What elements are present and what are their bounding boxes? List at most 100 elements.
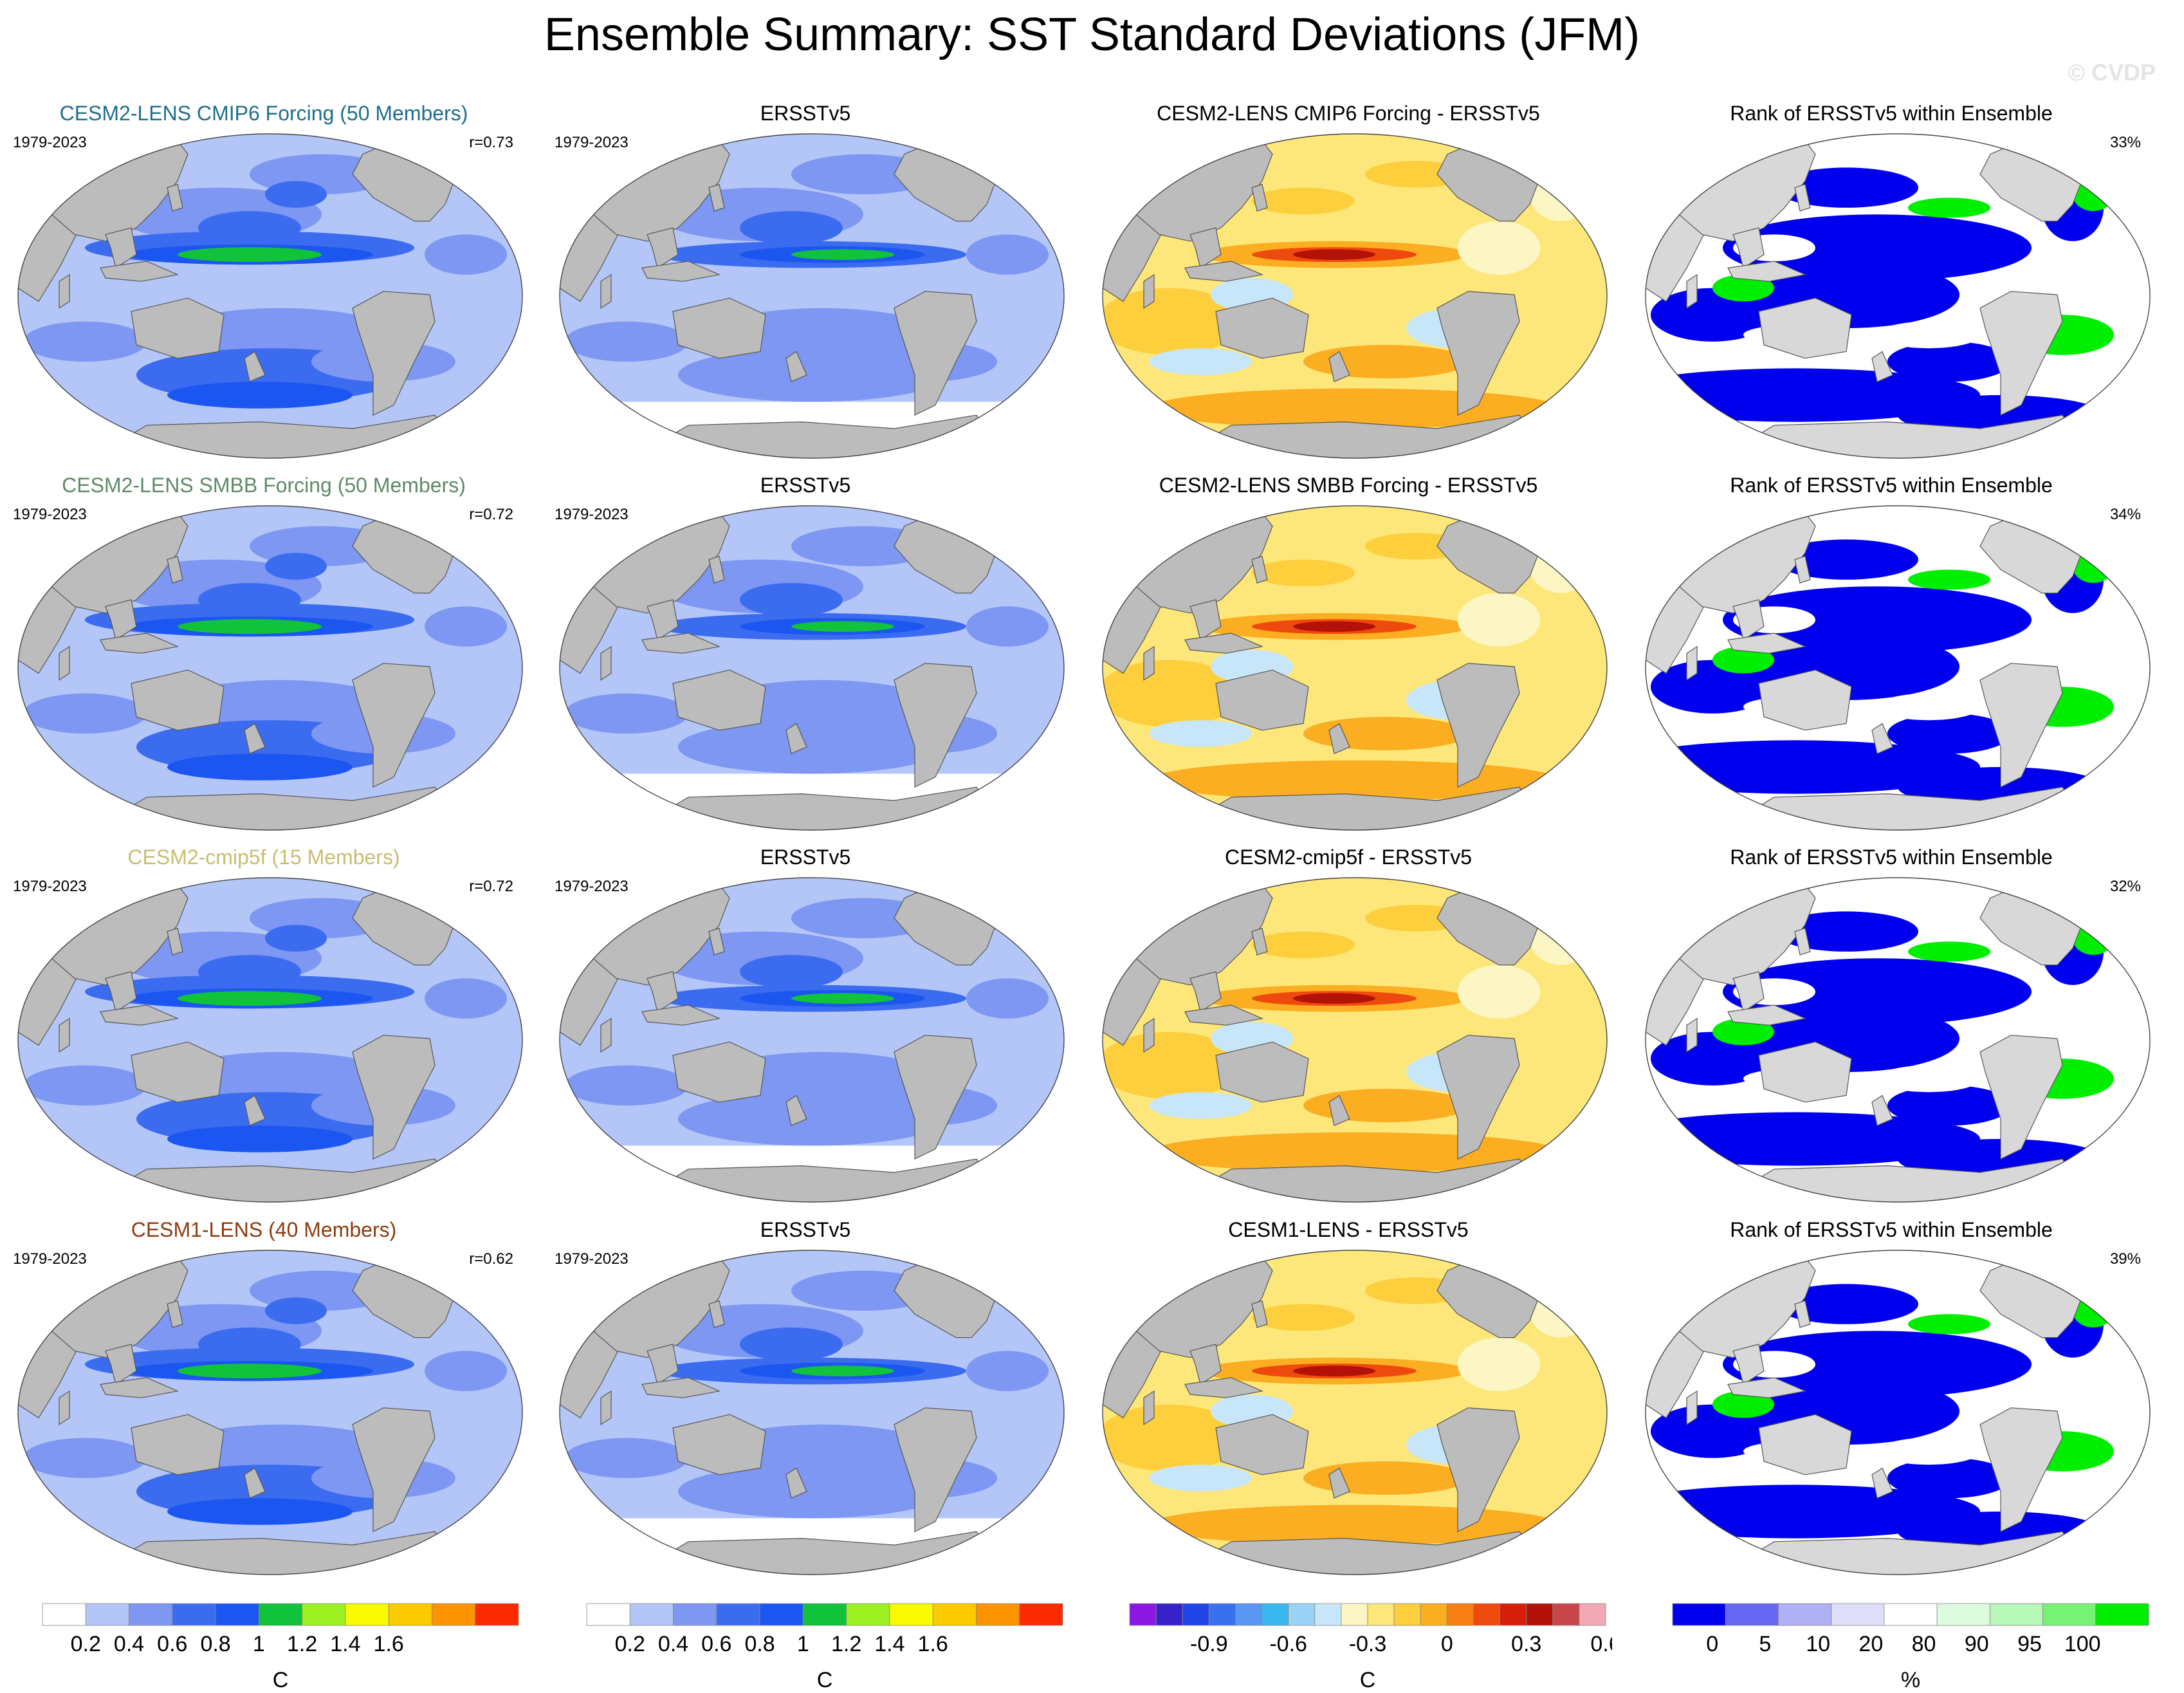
south-america-land <box>352 1407 436 1533</box>
colorbar-swatch <box>1341 1603 1368 1626</box>
field-contour <box>1252 559 1355 587</box>
field-contour <box>1149 1465 1252 1492</box>
field-contour <box>1887 1457 2011 1499</box>
indochina-land <box>1732 1344 1765 1385</box>
panel-ensemble: CESM1-LENS (40 Members) 1979-2023 r=0.62 <box>0 1219 528 1580</box>
greenland-land <box>1529 506 1577 544</box>
new-zealand-land <box>1328 723 1350 755</box>
colorbar-swatch <box>1314 1603 1342 1626</box>
map-rank <box>1645 1250 2151 1575</box>
madagascar-land <box>1686 1017 1698 1053</box>
map-rank <box>1645 133 2151 459</box>
period-label: 1979-2023 <box>13 134 87 151</box>
indochina-land <box>1732 599 1765 641</box>
colorbar-swatch <box>1936 1603 1990 1626</box>
south-america-land <box>1436 1035 1520 1160</box>
japan-land <box>1794 183 1811 212</box>
europe-land <box>1570 506 1607 601</box>
field-contour <box>1651 1404 1774 1458</box>
field-contour <box>1908 941 1990 962</box>
field-contour <box>966 978 1049 1019</box>
colorbar-tick-label: 0 <box>1706 1632 1718 1656</box>
field-contour <box>1651 660 1774 714</box>
colorbar: 0.2 0.4 0.6 0.8 1 1.2 1.4 1.6 C <box>36 1601 525 1692</box>
colorbar-swatch <box>1552 1603 1580 1626</box>
field-contour <box>1252 187 1355 215</box>
greenland-land <box>1529 1250 1577 1288</box>
stat-label: 39% <box>2109 1250 2141 1268</box>
new-zealand-land <box>244 723 266 755</box>
europe-land <box>1027 1250 1064 1346</box>
field-contour <box>1651 1032 1774 1086</box>
map-border <box>559 133 1065 459</box>
map-frame <box>13 1244 528 1578</box>
indonesia-land <box>1727 261 1807 282</box>
indochina-land <box>1189 227 1222 269</box>
colorbar-swatch <box>1500 1603 1527 1626</box>
field-contour <box>1712 1391 1774 1418</box>
map-rank <box>1645 505 2151 831</box>
field-contour <box>791 1365 894 1376</box>
panel-title: Rank of ERSSTv5 within Ensemble <box>1730 102 2053 125</box>
field-contour <box>1908 569 1990 590</box>
field-contour <box>1458 221 1540 275</box>
indochina-land <box>647 971 679 1013</box>
period-label: 1979-2023 <box>13 506 87 523</box>
colorbar-swatch <box>172 1603 216 1626</box>
map-ensemble <box>17 505 523 831</box>
indonesia-land <box>1184 633 1264 654</box>
south-america-land <box>894 1407 977 1533</box>
south-america-land <box>1436 1407 1520 1533</box>
madagascar-land <box>59 1017 70 1053</box>
field-contour <box>178 619 322 634</box>
stat-label: 34% <box>2109 506 2141 523</box>
indonesia-land <box>100 1004 179 1026</box>
map-ensemble <box>17 877 523 1203</box>
colorbar-swatch <box>129 1603 173 1626</box>
colorbar-tick-label: -0.3 <box>1349 1632 1387 1656</box>
colorbar-tick-label: 100 <box>2064 1632 2101 1656</box>
map-obs <box>559 1250 1065 1575</box>
australia-land <box>131 1041 225 1103</box>
field-contour <box>178 1364 322 1379</box>
field-contour <box>23 1065 147 1106</box>
colorbar-swatch <box>1393 1603 1421 1626</box>
colorbar-tick-label: 0.2 <box>615 1632 645 1656</box>
japan-land <box>1794 1300 1811 1328</box>
field-contour <box>1887 341 2011 382</box>
japan-land <box>1251 1300 1268 1328</box>
greenland-land <box>1529 878 1577 916</box>
field-contour <box>1103 288 1242 355</box>
colorbar-swatch <box>1884 1603 1938 1626</box>
australia-land <box>1758 1041 1852 1103</box>
field-contour <box>791 249 894 260</box>
field-contour <box>167 1498 353 1525</box>
field-contour <box>1103 1404 1242 1472</box>
greenland-land <box>986 506 1034 544</box>
map-frame <box>1640 1244 2155 1578</box>
new-zealand-land <box>1328 351 1350 383</box>
greenland-land <box>986 134 1034 172</box>
colorbar: 0.2 0.4 0.6 0.8 1 1.2 1.4 1.6 C <box>580 1601 1069 1692</box>
field-contour <box>565 693 688 734</box>
south-america-land <box>1979 1035 2063 1160</box>
colorbar-swatch <box>1288 1603 1316 1626</box>
map-frame <box>555 871 1069 1206</box>
panel-obs: ERSSTv5 1979-2023 <box>542 847 1069 1207</box>
japan-land <box>1794 555 1811 584</box>
map-frame <box>555 127 1069 462</box>
figure-title: Ensemble Summary: SST Standard Deviation… <box>544 9 1640 60</box>
madagascar-land <box>600 645 612 681</box>
map-border <box>17 505 523 831</box>
field-contour <box>1530 1284 1592 1338</box>
colorbar-swatch <box>1526 1603 1554 1626</box>
indochina-land <box>647 227 679 269</box>
colorbar-tick-label: 0.3 <box>1511 1632 1541 1656</box>
europe-land <box>1570 1250 1607 1346</box>
map-border <box>559 505 1065 831</box>
japan-land <box>167 555 183 584</box>
field-contour <box>1103 1032 1242 1099</box>
field-contour <box>740 211 843 245</box>
japan-land <box>708 1300 725 1328</box>
colorbar-swatch <box>1208 1603 1236 1626</box>
